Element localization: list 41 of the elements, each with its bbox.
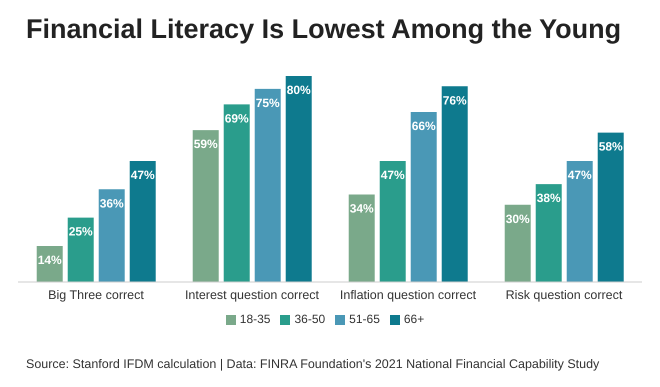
data-label: 69% [224,111,250,126]
legend-label: 51-65 [349,312,380,326]
data-label: 76% [442,93,468,108]
data-label: 58% [598,140,624,154]
data-label: 25% [68,224,94,239]
chart-title: Financial Literacy Is Lowest Among the Young [26,14,622,45]
bar [598,132,624,282]
data-label: 34% [350,201,374,216]
data-label: 75% [256,96,280,110]
data-label: 30% [506,212,530,226]
bar [130,160,156,282]
bar [566,160,593,282]
bar [504,204,531,282]
data-label: 47% [380,168,406,182]
data-label: 38% [536,191,562,206]
bar [224,104,250,282]
bar [286,76,312,282]
x-tick-label: Big Three correct [48,288,144,302]
bar [192,130,219,282]
bar [442,86,468,282]
bar [68,218,94,282]
bar [98,189,125,282]
data-label: 66% [412,119,436,134]
source-note: Source: Stanford IFDM calculation | Data: FINRA Foundation's 2021 National Financial Capability Study [26,357,600,371]
data-label: 47% [130,168,156,182]
bar [410,112,437,282]
bar [380,160,406,282]
bar [348,194,375,282]
legend-label: 66+ [404,312,424,326]
data-label: 80% [286,83,312,97]
x-tick-label: Risk question correct [506,288,623,302]
bar [536,184,562,282]
data-label: 59% [194,137,218,152]
data-label: 14% [38,252,62,267]
bar [254,88,281,282]
x-tick-label: Inflation question correct [340,288,477,302]
legend-label: 18-35 [240,312,270,326]
data-label: 36% [100,196,124,210]
x-tick-label: Interest question correct [184,288,320,302]
data-label: 47% [568,168,592,182]
legend-label: 36-50 [294,312,326,326]
